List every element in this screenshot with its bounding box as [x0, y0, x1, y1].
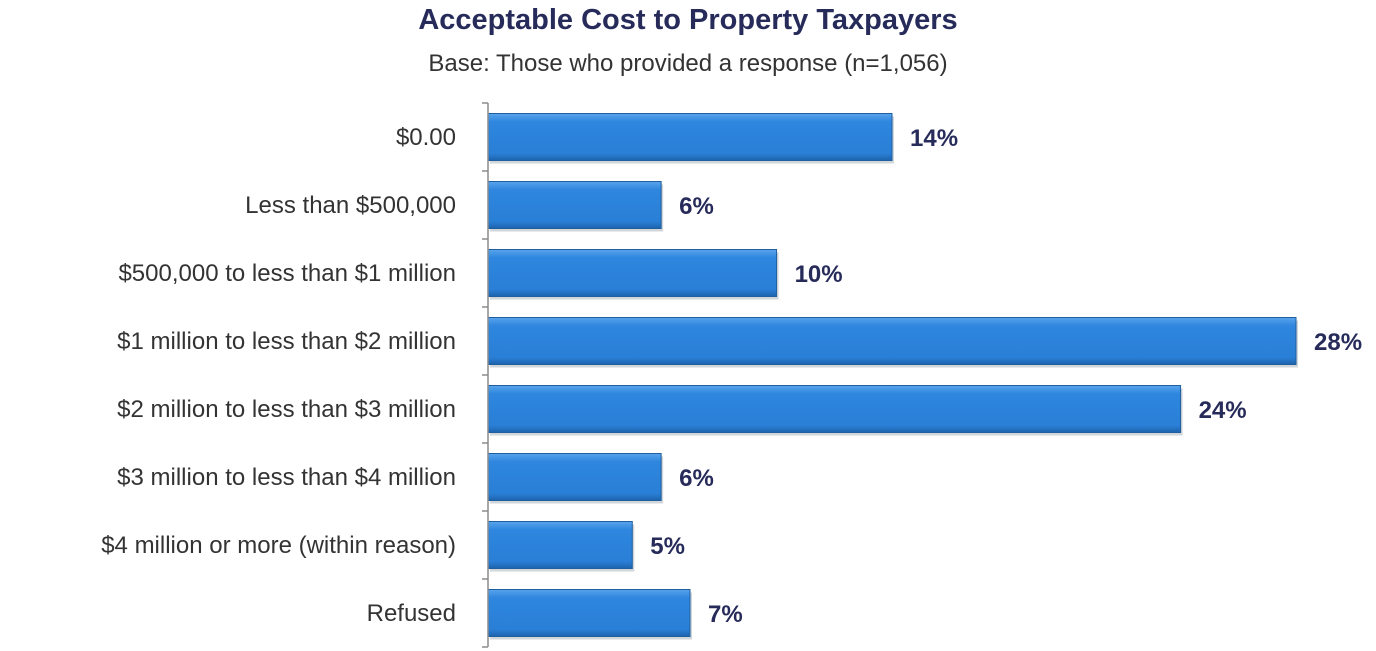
y-axis [482, 102, 489, 648]
value-label: 28% [1314, 329, 1362, 356]
bar [487, 317, 1297, 365]
category-label: $0.00 [396, 124, 456, 151]
bar [487, 249, 778, 297]
category-label: $3 million to less than $4 million [117, 464, 456, 491]
value-label: 24% [1199, 397, 1247, 424]
value-label: 6% [679, 193, 714, 220]
category-label: $500,000 to less than $1 million [118, 260, 456, 287]
bar [487, 113, 893, 161]
value-label: 5% [650, 533, 685, 560]
category-label: $4 million or more (within reason) [101, 532, 456, 559]
chart-title: Acceptable Cost to Property Taxpayers [418, 4, 958, 36]
category-label: $2 million to less than $3 million [117, 396, 456, 423]
bar [487, 453, 662, 501]
bar [487, 385, 1182, 433]
category-label: $1 million to less than $2 million [117, 328, 456, 355]
bars-layer [487, 113, 1298, 640]
value-label: 10% [795, 261, 843, 288]
bar [487, 521, 633, 569]
category-label: Less than $500,000 [245, 192, 456, 219]
bar [487, 181, 662, 229]
chart-subtitle: Base: Those who provided a response (n=1… [428, 50, 948, 77]
category-label: Refused [367, 600, 456, 627]
value-label: 14% [910, 125, 958, 152]
bar [487, 589, 691, 637]
value-label: 7% [708, 601, 743, 628]
labels-layer: $0.00 14% Less than $500,000 6% $500,000 to … [101, 124, 1362, 628]
value-label: 6% [679, 465, 714, 492]
